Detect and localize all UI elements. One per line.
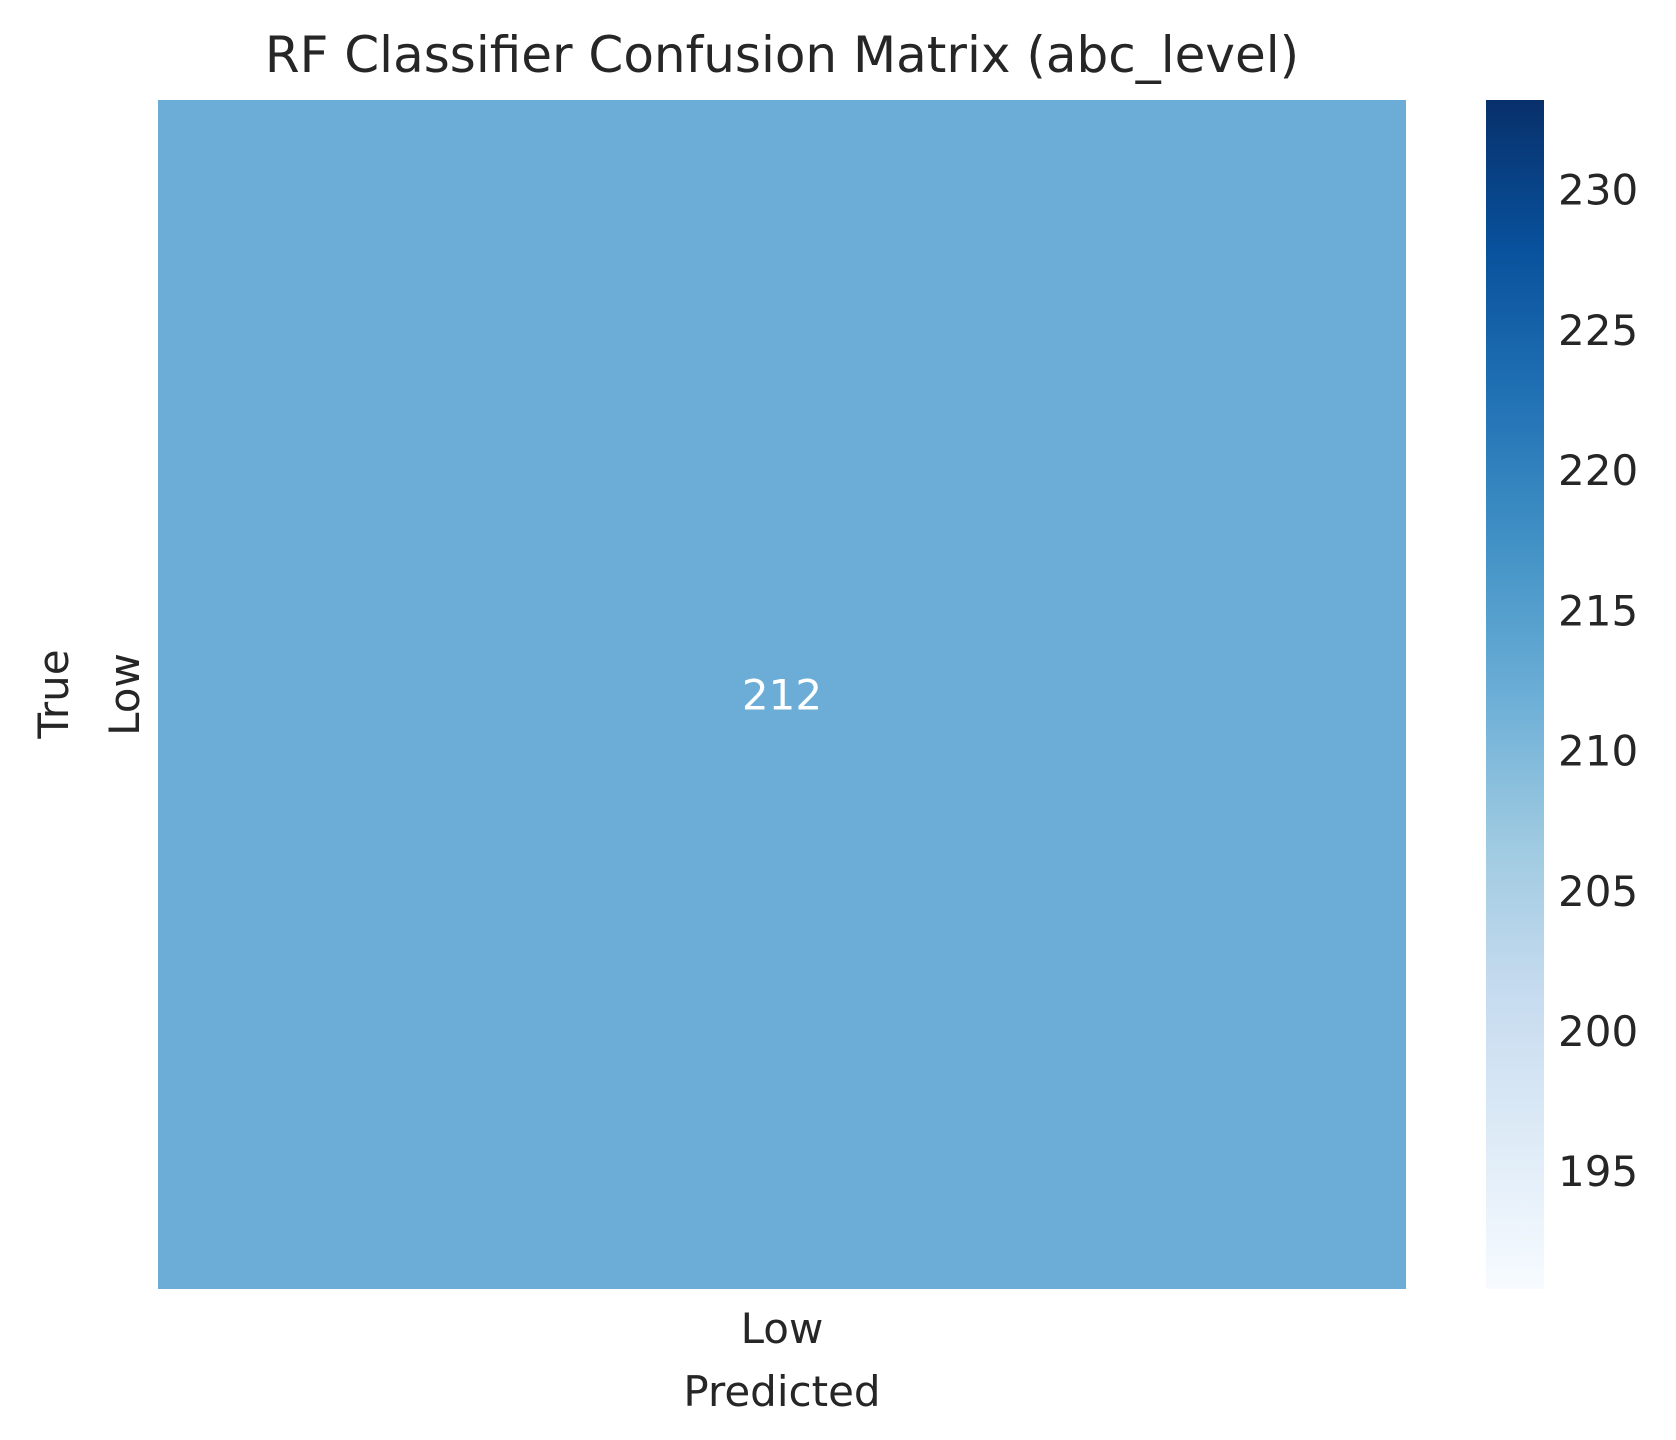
x-tick-label: Low [741,1304,824,1353]
colorbar-tick-label: 200 [1558,1007,1638,1056]
colorbar-tick-label: 230 [1558,166,1638,215]
colorbar [1486,100,1544,1289]
colorbar-tick-label: 220 [1558,446,1638,495]
y-axis-label: True [29,649,78,739]
chart-title: RF Classifier Confusion Matrix (abc_leve… [265,26,1299,84]
colorbar-tick-label: 205 [1558,867,1638,916]
x-tick-labels: Low [741,1304,824,1353]
colorbar-tick-label: 215 [1558,586,1638,635]
heatmap-cell-labels: 212 [742,671,822,720]
y-tick-labels: Low [100,653,149,736]
x-axis-label: Predicted [683,1367,880,1416]
colorbar-tick-labels: 195 200 205 210 215 220 225 230 [1558,166,1638,1196]
colorbar-tick-label: 225 [1558,306,1638,355]
heatmap-cell [158,100,1406,1289]
colorbar-tick-label: 210 [1558,727,1638,776]
colorbar-tick-label: 195 [1558,1147,1638,1196]
y-tick-label: Low [100,653,149,736]
heatmap-cells [158,100,1406,1289]
cell-value-label: 212 [742,671,822,720]
